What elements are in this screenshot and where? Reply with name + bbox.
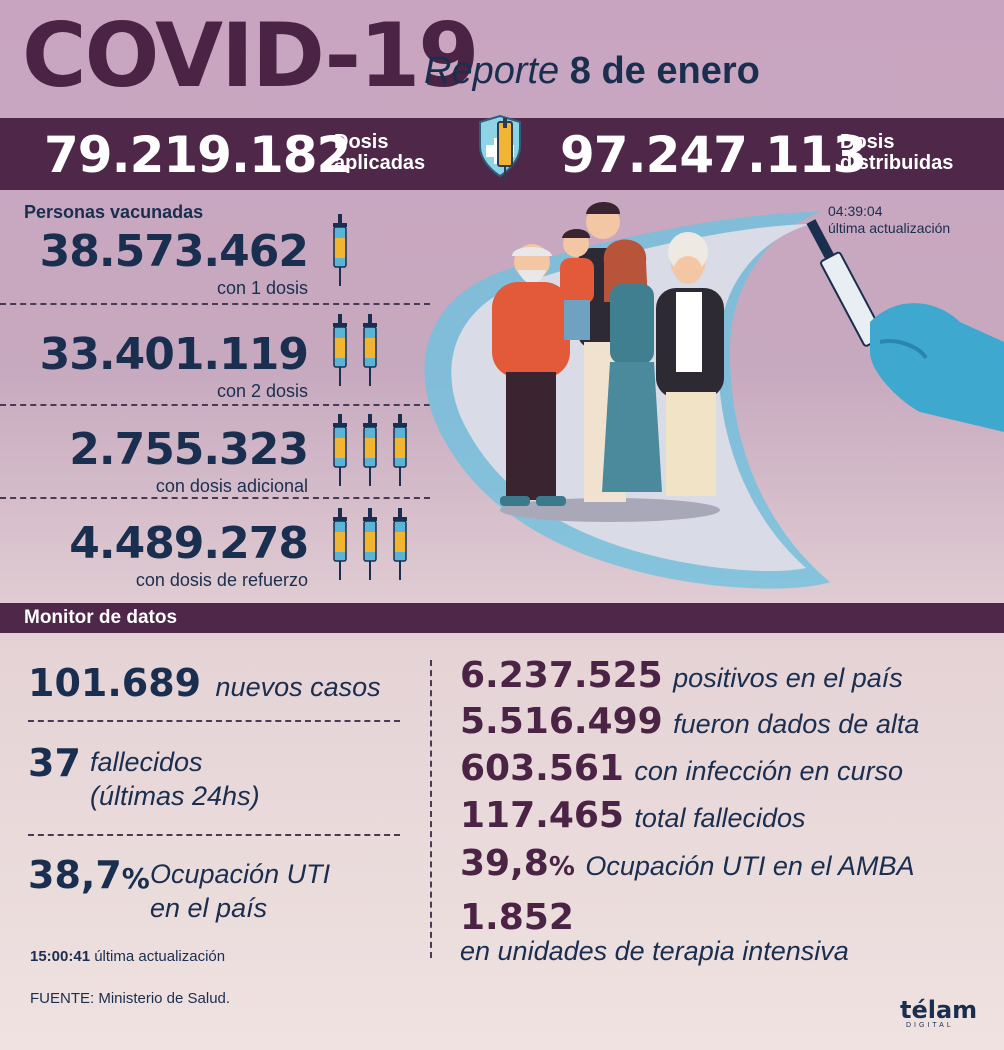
right-stat-value: 6.237.525: [460, 655, 663, 696]
divider: [0, 404, 430, 406]
doses-applied-label-1: Dosis: [334, 131, 389, 153]
deaths-value: 37: [28, 741, 81, 785]
brand-logo-sub: DIGITAL: [906, 1022, 954, 1029]
right-stat-value: 603.561: [460, 748, 624, 789]
doses-distributed-label: Dosis distribuidas: [840, 132, 953, 174]
page-title: COVID-19: [22, 4, 480, 107]
syringe-icon: [363, 314, 377, 386]
new-cases-value: 101.689: [28, 661, 202, 705]
vaccinated-row-4: 4.489.278 con dosis de refuerzo: [8, 518, 309, 591]
vaccinated-label: con 1 dosis: [216, 278, 308, 298]
right-stat-value: 5.516.499: [460, 701, 663, 742]
syringe-icon: [393, 414, 407, 486]
vaccination-update: 04:39:04 última actualización: [828, 203, 950, 237]
syringe-icon: [333, 214, 347, 286]
icu-units-value: 1.852: [460, 897, 574, 938]
vaccinated-row-2: 33.401.119 con 2 dosis: [8, 329, 309, 402]
new-cases: 101.689 nuevos casos: [28, 664, 381, 705]
syringe-icon-group: [326, 214, 356, 293]
deaths-label-2: (últimas 24hs): [90, 780, 260, 811]
divider: [28, 834, 400, 836]
syringe-icon-group: [326, 314, 386, 393]
icu-label-1: Ocupación UTI: [150, 859, 331, 889]
icu-value: 38,7: [28, 853, 122, 897]
monitor-update-label: última actualización: [94, 948, 226, 965]
divider: [0, 497, 430, 499]
syringe-icon: [393, 508, 407, 580]
divider: [28, 720, 400, 722]
monitor-heading-bar: Monitor de datos: [0, 603, 1004, 633]
doses-distributed-label-1: Dosis: [840, 131, 895, 153]
syringe-icon: [363, 508, 377, 580]
vaccinated-row-3: 2.755.323 con dosis adicional: [8, 424, 309, 497]
right-stat: 603.561 con infección en curso: [460, 751, 903, 787]
shield-syringe-icon: [479, 114, 521, 180]
vaccinated-heading: Personas vacunadas: [24, 202, 204, 222]
doses-applied-value: 79.219.182: [44, 126, 351, 184]
icu-units-label: en unidades de terapia intensiva: [460, 936, 849, 966]
amba-icu: 39,8% Ocupación UTI en el AMBA: [460, 846, 915, 882]
right-stat-label: fueron dados de alta: [673, 709, 920, 739]
amba-value: 39,8: [460, 843, 549, 884]
column-divider: [430, 660, 432, 958]
vaccinated-row-1: 38.573.462 con 1 dosis: [8, 226, 309, 299]
syringe-icon: [333, 414, 347, 486]
amba-label: Ocupación UTI en el AMBA: [585, 851, 915, 881]
doses-banner: 79.219.182 Dosis aplicadas 97.247.113 Do…: [0, 114, 1004, 190]
doses-distributed-value: 97.247.113: [560, 126, 867, 184]
vaccination-update-label: última actualización: [828, 220, 951, 236]
icu-occupancy-label: Ocupación UTI en el país: [150, 858, 330, 926]
right-stat: 6.237.525 positivos en el país: [460, 658, 903, 694]
deaths-label: fallecidos (últimas 24hs): [90, 746, 260, 814]
right-stat-value: 117.465: [460, 795, 624, 836]
monitor-update-time: 15:00:41: [30, 948, 91, 965]
vaccinated-label: con dosis adicional: [155, 476, 308, 496]
icu-occupancy-value: 38,7%: [28, 856, 150, 894]
vaccinated-label: con dosis de refuerzo: [135, 570, 308, 590]
family-vaccination-illustration: [424, 202, 1004, 589]
doses-applied-label: Dosis aplicadas: [334, 132, 425, 174]
source-note: FUENTE: Ministerio de Salud.: [30, 990, 231, 1007]
new-cases-label: nuevos casos: [215, 672, 381, 702]
syringe-icon-group: [326, 414, 416, 493]
monitor-heading: Monitor de datos: [24, 607, 178, 628]
vaccinated-value: 2.755.323: [69, 424, 309, 475]
syringe-icon: [333, 508, 347, 580]
right-stat-label: positivos en el país: [673, 663, 903, 693]
syringe-icon-group: [326, 508, 416, 587]
vaccinated-label: con 2 dosis: [216, 381, 308, 401]
syringe-icon: [363, 414, 377, 486]
monitor-update: 15:00:41 última actualización: [30, 948, 225, 965]
right-stat: 117.465 total fallecidos: [460, 798, 806, 834]
doses-distributed-label-2: distribuidas: [840, 152, 954, 174]
vaccination-update-time: 04:39:04: [828, 203, 883, 219]
vaccinated-value: 4.489.278: [69, 518, 309, 569]
report-date-text: 8 de enero: [569, 50, 760, 92]
icu-label-2: en el país: [150, 892, 268, 923]
vaccinated-value: 38.573.462: [39, 226, 309, 277]
vaccinated-value: 33.401.119: [39, 329, 309, 380]
report-word: Reporte: [424, 50, 560, 92]
amba-pct: %: [548, 852, 575, 882]
icu-pct: %: [121, 862, 150, 895]
report-date: Reporte 8 de enero: [424, 52, 760, 90]
right-stat-label: total fallecidos: [634, 803, 806, 833]
syringe-icon: [333, 314, 347, 386]
deaths-label-1: fallecidos: [90, 747, 203, 777]
brand-logo: télam: [900, 996, 978, 1024]
doses-applied-label-2: aplicadas: [334, 152, 426, 174]
right-stat-label: con infección en curso: [634, 756, 904, 786]
right-stat: 5.516.499 fueron dados de alta: [460, 704, 919, 740]
divider: [0, 303, 430, 305]
